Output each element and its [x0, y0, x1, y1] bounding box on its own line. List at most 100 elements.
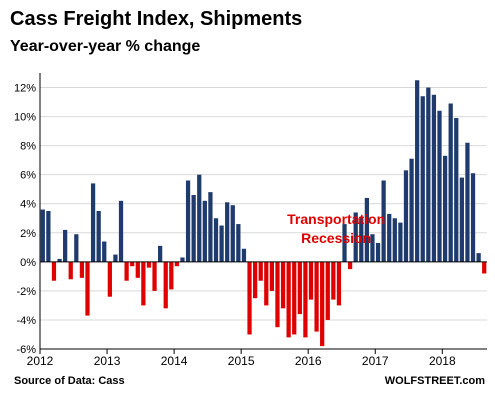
- bar: [359, 216, 364, 262]
- bar: [185, 180, 191, 262]
- bar: [325, 261, 330, 320]
- bar: [208, 192, 213, 262]
- bar: [387, 213, 392, 262]
- bar: [51, 261, 57, 281]
- chart-subtitle: Year-over-year % change: [10, 38, 201, 55]
- bar: [118, 200, 124, 262]
- y-tick-label: -6%: [16, 344, 36, 356]
- bar: [482, 261, 487, 274]
- bar: [258, 261, 263, 281]
- bar: [392, 218, 397, 262]
- bar: [437, 110, 442, 262]
- x-tick-label: 2016: [295, 354, 322, 368]
- bar: [269, 261, 275, 291]
- source-note: Source of Data: Cass: [14, 375, 125, 387]
- bar: [442, 155, 448, 262]
- y-tick-label: -2%: [16, 286, 36, 298]
- annotation-line: Transportation: [287, 211, 385, 227]
- bar: [74, 234, 79, 262]
- annotation: Transportation Recession: [287, 211, 385, 246]
- axes: [39, 73, 487, 350]
- bar: [470, 173, 476, 262]
- bar: [197, 174, 202, 262]
- bar: [320, 261, 325, 347]
- bar: [169, 261, 174, 290]
- bar: [275, 261, 280, 328]
- y-tick-label: 8%: [20, 141, 36, 153]
- x-axis-ticks: 2012 2013 2014 2015 2016 2017 2018: [27, 349, 456, 368]
- bar: [448, 103, 453, 262]
- bar: [426, 87, 431, 262]
- x-tick-label: 2017: [362, 354, 389, 368]
- bar: [347, 261, 353, 270]
- bar: [85, 261, 90, 316]
- bar: [364, 197, 369, 262]
- bar: [113, 254, 118, 262]
- bar: [370, 234, 375, 262]
- bar: [286, 261, 291, 338]
- bar: [241, 248, 247, 262]
- bar: [63, 229, 68, 262]
- x-tick-label: 2018: [429, 354, 456, 368]
- bar: [409, 158, 414, 262]
- bars: [40, 80, 487, 347]
- bar: [158, 245, 163, 262]
- bar: [124, 261, 129, 281]
- bar: [90, 183, 96, 262]
- bar: [353, 212, 358, 262]
- bar: [415, 80, 420, 262]
- y-tick-label: -4%: [16, 315, 36, 327]
- y-tick-label: 6%: [20, 170, 36, 182]
- bar: [398, 222, 403, 262]
- bar: [342, 224, 347, 262]
- bar: [213, 218, 219, 262]
- bar: [107, 261, 112, 297]
- bar: [308, 261, 314, 300]
- bar: [292, 261, 297, 335]
- bar: [230, 205, 235, 262]
- bar: [431, 94, 437, 262]
- bar: [40, 209, 45, 262]
- x-tick-label: 2012: [27, 354, 54, 368]
- bar: [264, 261, 269, 306]
- bar: [219, 225, 224, 262]
- y-axis-ticks: 12% 10% 8% 6% 4% 2% 0% -2% -4% -6%: [14, 83, 36, 356]
- bar: [303, 261, 308, 338]
- chart-title: Cass Freight Index, Shipments: [10, 8, 303, 30]
- bar: [331, 261, 336, 300]
- bar: [280, 261, 286, 309]
- bar: [420, 96, 425, 262]
- y-tick-label: 10%: [14, 112, 36, 124]
- x-tick-label: 2015: [228, 354, 255, 368]
- bar: [141, 261, 146, 306]
- bar: [96, 211, 101, 262]
- bar: [68, 261, 73, 280]
- bar: [225, 202, 230, 262]
- bar: [381, 180, 386, 262]
- bar: [191, 195, 196, 262]
- bar: [297, 261, 302, 315]
- bar: [152, 261, 157, 291]
- bar: [180, 257, 185, 262]
- bar: [146, 261, 152, 268]
- bar: [314, 261, 319, 332]
- bar: [102, 241, 107, 262]
- y-tick-label: 12%: [14, 83, 36, 95]
- bar: [247, 261, 252, 335]
- bar: [465, 142, 470, 262]
- y-tick-label: 2%: [20, 228, 36, 240]
- bar: [336, 261, 342, 306]
- grid-lines: [40, 87, 487, 350]
- bar: [375, 242, 381, 262]
- bar: [403, 170, 409, 262]
- bar: [252, 261, 258, 299]
- bar: [46, 211, 51, 262]
- bar: [454, 118, 459, 262]
- brand-label: WOLFSTREET.com: [384, 375, 485, 387]
- y-tick-label: 4%: [20, 199, 36, 211]
- bar: [163, 261, 168, 309]
- bar: [130, 261, 135, 267]
- bar: [459, 177, 464, 262]
- bar: [476, 253, 481, 262]
